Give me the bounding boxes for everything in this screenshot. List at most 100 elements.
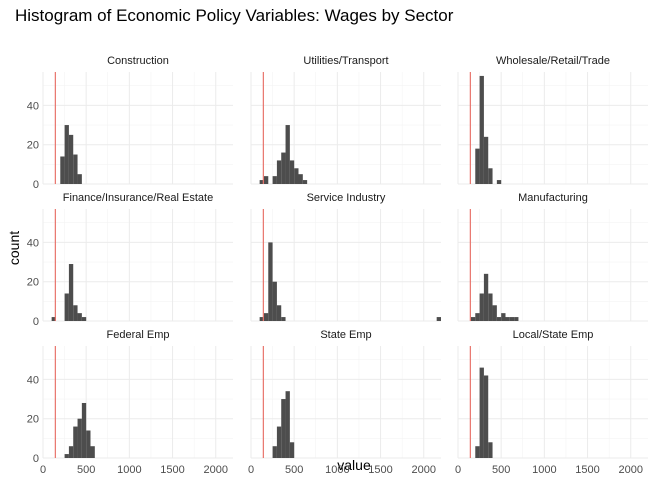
facet-panel: Construction 0 20 40 [27,55,233,191]
x-tick-label: 2000 [618,464,642,476]
histogram-bar [77,174,82,184]
histogram-bar [483,136,489,184]
histogram-bar [289,160,295,184]
histogram-bar [436,317,441,321]
histogram-bar [90,446,95,458]
x-tick-label: 2000 [411,464,435,476]
histogram-bar [64,125,69,184]
facet-strip-label: Wholesale/Retail/Trade [496,55,610,67]
y-tick-label: 0 [33,179,39,191]
histogram-bar [488,293,493,321]
histogram-bar [64,293,69,321]
histogram-bar [81,402,87,458]
y-tick-label: 40 [27,237,39,249]
histogram-bar [272,446,277,458]
x-tick-label: 1500 [575,464,599,476]
histogram-bar [479,367,484,458]
facet-panel: State Emp 0 500 1000 1500 2000 [248,329,441,476]
histogram-bar [68,134,74,184]
histogram-bar [501,313,506,321]
x-tick-label: 500 [77,464,95,476]
histogram-bar [263,313,269,321]
facet-strip-label: Finance/Insurance/Real Estate [63,192,213,204]
histogram-bar [64,454,69,458]
y-tick-label: 0 [33,453,39,465]
histogram-bar [492,305,497,321]
facet-panel: Service Industry [250,192,441,322]
x-tick-label: 1000 [117,464,141,476]
x-tick-label: 1000 [325,464,349,476]
facet-grid: Construction 0 20 40 Utilities/Transport Whol… [27,55,648,476]
histogram-bar [268,242,273,321]
histogram-bar [281,317,286,321]
facet-strip-label: Manufacturing [518,192,588,204]
histogram-bar [259,317,264,321]
x-tick-label: 0 [455,464,461,476]
facet-strip-label: Local/State Emp [513,329,594,341]
x-tick-label: 500 [285,464,303,476]
histogram-bar [86,430,91,458]
histogram-bar [470,317,476,321]
facet-panel: Local/State Emp 0 500 1000 1500 2000 [455,329,648,476]
histogram-bar [475,148,480,184]
histogram-bar [272,281,277,321]
histogram-bar [285,125,290,184]
histogram-bar [514,317,519,321]
histogram-bar [276,160,282,184]
histogram-bar [302,180,308,184]
facet-strip-label: Construction [107,55,169,67]
histogram-bar [475,313,480,321]
histogram-bar [488,168,493,184]
facet-panel: Utilities/Transport [250,55,441,185]
histogram-bar [263,176,269,184]
x-tick-label: 0 [40,464,46,476]
histogram-bar [272,176,277,184]
x-tick-label: 0 [248,464,254,476]
x-tick-label: 500 [492,464,510,476]
histogram-bar [81,317,87,321]
x-axis-title: value [337,457,371,473]
histogram-bar [505,317,510,321]
histogram-bar [77,418,82,458]
facet-strip-label: Federal Emp [107,329,170,341]
histogram-bar [281,152,286,184]
facet-strip-label: State Emp [320,329,371,341]
facet-panel: Manufacturing [457,192,648,322]
histogram-bar [483,375,489,458]
histogram-bar [496,180,502,184]
y-tick-label: 40 [27,374,39,386]
y-tick-label: 40 [27,100,39,112]
histogram-bar [68,264,74,321]
histogram-bar [294,168,299,184]
facet-panel: Wholesale/Retail/Trade [457,55,648,185]
histogram-bar [73,426,78,458]
histogram-bar [73,305,78,321]
histogram-bar [285,391,290,458]
y-tick-label: 0 [33,316,39,328]
histogram-bar [289,442,295,458]
histogram-bar [68,446,74,458]
x-tick-label: 1500 [368,464,392,476]
histogram-bar [276,305,282,321]
histogram-bar [51,317,56,321]
facet-strip-label: Utilities/Transport [303,55,388,67]
facet-strip-label: Service Industry [307,192,386,204]
facet-panel: Finance/Insurance/Real Estate 0 20 40 [27,192,233,328]
histogram-bar [281,399,286,458]
histogram-bar [73,154,78,184]
y-axis-title: count [6,231,22,265]
histogram-bar [479,293,484,321]
histogram-bar [77,313,82,321]
histogram-bar [298,174,303,184]
y-tick-label: 20 [27,140,39,152]
histogram-bar [483,273,489,321]
x-tick-label: 2000 [203,464,227,476]
histogram-bar [496,317,502,321]
x-tick-label: 1500 [160,464,184,476]
x-tick-label: 1000 [532,464,556,476]
y-tick-label: 20 [27,414,39,426]
histogram-bar [60,156,65,184]
y-tick-label: 20 [27,277,39,289]
histogram-bar [509,317,515,321]
